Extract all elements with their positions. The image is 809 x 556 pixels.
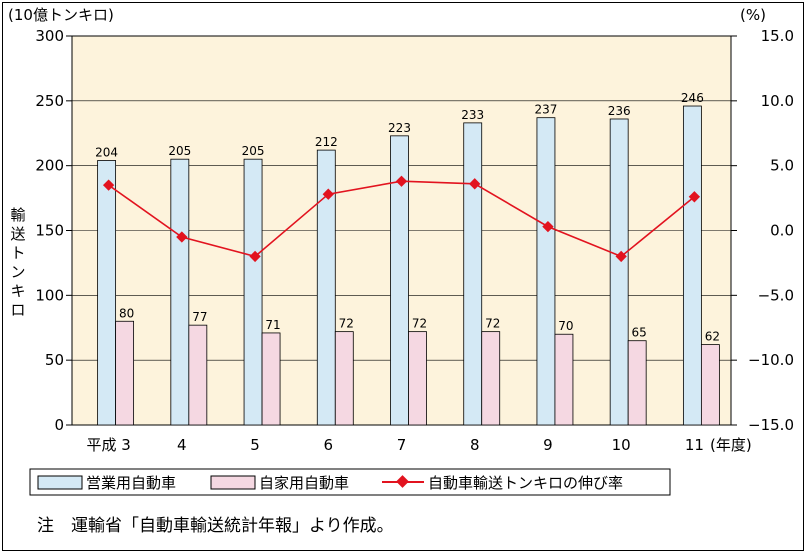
x-tick-label: 10 — [612, 436, 631, 454]
data-label-private: 72 — [485, 317, 500, 331]
legend-label-private: 自家用自動車 — [259, 474, 349, 492]
bars: 204 80 205 77 205 71 212 72 223 72 233 72 237 70 236 65… — [95, 91, 720, 426]
left-axis: 0 50 100 150 200 250 300 — [35, 27, 72, 434]
bar-commercial — [609, 118, 629, 426]
left-tick-label: 200 — [35, 157, 64, 175]
source-note: 注 運輸省「自動車輸送統計年報」より作成。 — [37, 516, 394, 536]
growth-point — [688, 191, 701, 203]
growth-point — [395, 175, 408, 187]
left-tick-label: 100 — [35, 286, 64, 304]
growth-point — [322, 188, 334, 200]
right-tick-label: 0.0 — [770, 222, 794, 240]
bar-commercial — [463, 122, 483, 426]
x-tick-label: 9 — [543, 436, 553, 454]
data-label-commercial: 246 — [681, 91, 704, 105]
bar-private — [627, 340, 647, 426]
left-tick-label: 0 — [54, 416, 64, 434]
right-tick-label: 5.0 — [770, 157, 794, 175]
right-tick-label: 15.0 — [761, 27, 794, 45]
bar-private — [261, 332, 281, 426]
x-axis-unit: (年度) — [710, 436, 752, 454]
x-tick-label: 平成 3 — [86, 436, 130, 454]
data-label-commercial: 204 — [95, 145, 118, 159]
left-tick-label: 300 — [35, 27, 64, 45]
bar-commercial — [97, 160, 117, 426]
data-label-private: 77 — [192, 310, 207, 324]
legend-box — [29, 468, 671, 496]
bar-private — [408, 331, 427, 426]
right-tick-label: −10.0 — [748, 351, 794, 369]
data-label-private: 65 — [632, 326, 647, 340]
legend-label-commercial: 営業用自動車 — [86, 474, 176, 492]
bar-commercial — [316, 149, 336, 426]
data-label-commercial: 237 — [534, 103, 557, 117]
bar-private — [554, 333, 574, 426]
legend-marker-growth — [396, 475, 409, 488]
left-tick-label: 150 — [35, 222, 64, 240]
data-label-private: 62 — [705, 330, 720, 344]
x-tick-label: 8 — [470, 436, 480, 454]
data-label-private: 72 — [412, 317, 427, 331]
growth-point — [176, 231, 188, 243]
growth-point — [542, 220, 554, 233]
left-axis-title: 輸送トンキロ — [10, 206, 25, 319]
right-tick-label: 10.0 — [761, 92, 794, 110]
bar-commercial — [243, 158, 263, 426]
data-label-private: 71 — [265, 318, 280, 332]
x-tick-label: 6 — [324, 436, 334, 454]
bar-private — [481, 331, 501, 426]
bar-commercial — [682, 105, 702, 426]
bar-private — [188, 324, 208, 426]
x-tick-label: 7 — [397, 436, 407, 454]
left-tick-label: 50 — [45, 351, 64, 369]
growth-line — [102, 175, 701, 263]
bar-private — [115, 320, 135, 426]
right-tick-label: −15.0 — [748, 416, 794, 434]
x-tick-label: 11 — [685, 436, 704, 454]
bar-commercial — [170, 158, 190, 426]
x-tick-label: 5 — [250, 436, 260, 454]
legend-swatch-commercial — [37, 475, 83, 490]
data-label-private: 72 — [339, 317, 354, 331]
data-label-commercial: 205 — [168, 144, 191, 158]
x-axis: 平成 3 4 5 6 7 8 9 10 11 (年度) — [86, 436, 751, 454]
right-tick-label: −5.0 — [758, 286, 794, 304]
bar-private — [334, 331, 354, 426]
bar-private — [700, 344, 720, 426]
right-axis-unit: (%) — [740, 6, 766, 24]
legend-label-growth: 自動車輸送トンキロの伸び率 — [428, 474, 623, 492]
data-label-commercial: 212 — [315, 135, 338, 149]
data-label-commercial: 205 — [242, 144, 265, 158]
data-label-private: 80 — [119, 306, 134, 320]
data-label-commercial: 236 — [608, 104, 631, 118]
x-tick-label: 4 — [177, 436, 187, 454]
left-tick-label: 250 — [35, 92, 64, 110]
data-label-private: 70 — [558, 319, 573, 333]
right-axis: −15.0 −10.0 −5.0 0.0 5.0 10.0 15.0 — [731, 27, 794, 434]
bar-commercial — [390, 135, 409, 426]
bar-commercial — [536, 117, 556, 426]
growth-point — [469, 178, 481, 190]
legend-swatch-private — [210, 475, 256, 490]
left-axis-unit: (10億トンキロ) — [8, 6, 114, 24]
data-label-commercial: 223 — [388, 121, 411, 135]
data-label-commercial: 233 — [461, 108, 484, 122]
growth-point — [249, 250, 261, 263]
